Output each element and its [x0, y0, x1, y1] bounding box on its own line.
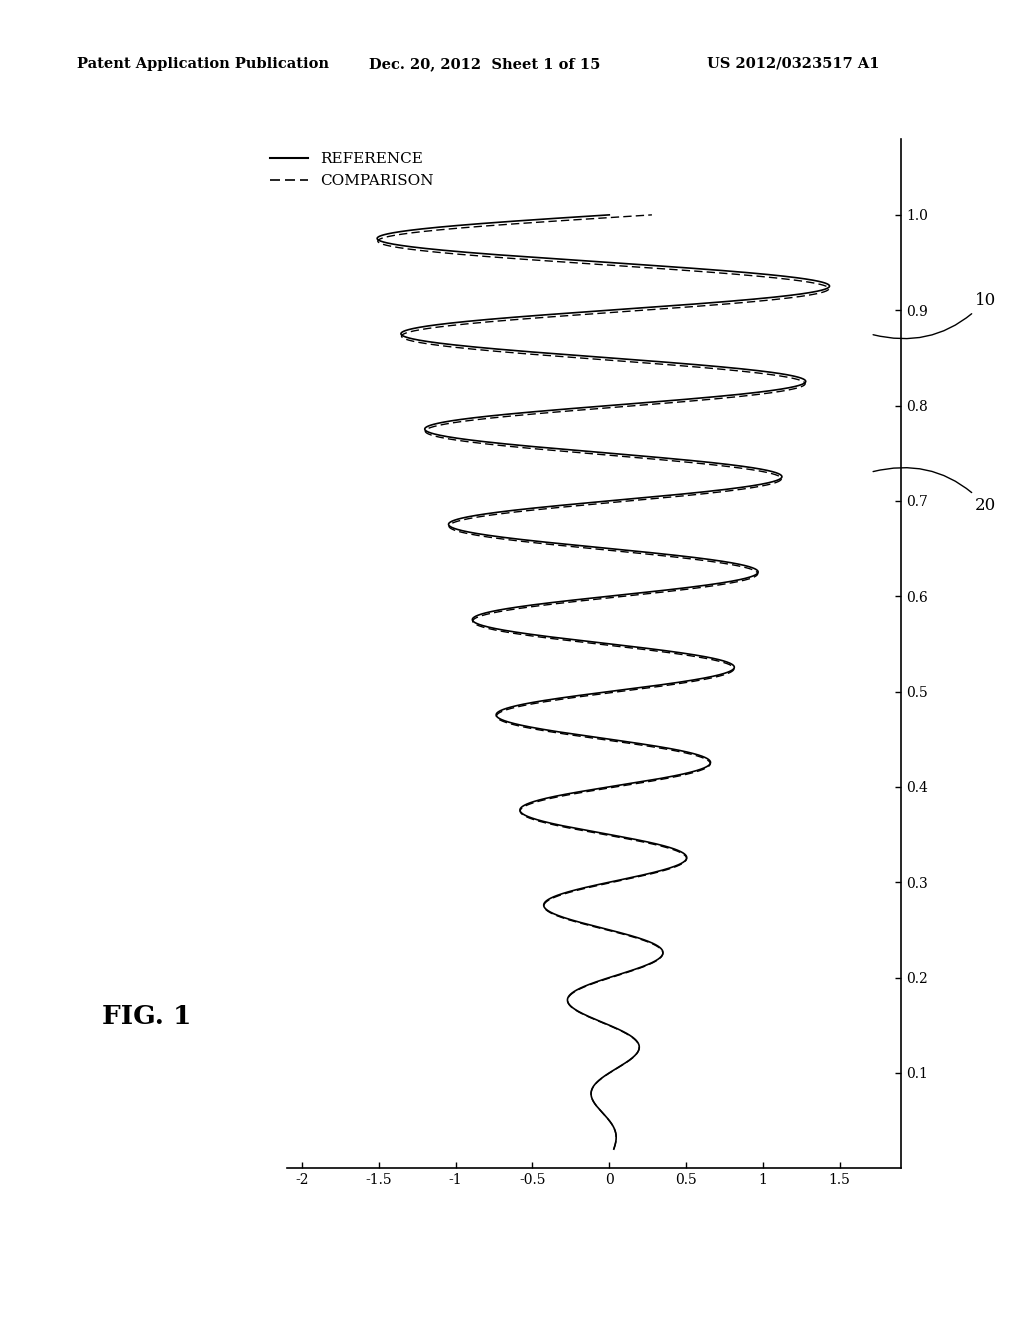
Text: Dec. 20, 2012  Sheet 1 of 15: Dec. 20, 2012 Sheet 1 of 15: [369, 57, 600, 71]
Text: FIG. 1: FIG. 1: [102, 1005, 191, 1028]
Text: 10: 10: [873, 292, 996, 339]
Text: US 2012/0323517 A1: US 2012/0323517 A1: [707, 57, 879, 71]
Text: 20: 20: [873, 467, 996, 513]
Text: Patent Application Publication: Patent Application Publication: [77, 57, 329, 71]
Legend: REFERENCE, COMPARISON: REFERENCE, COMPARISON: [263, 147, 439, 194]
